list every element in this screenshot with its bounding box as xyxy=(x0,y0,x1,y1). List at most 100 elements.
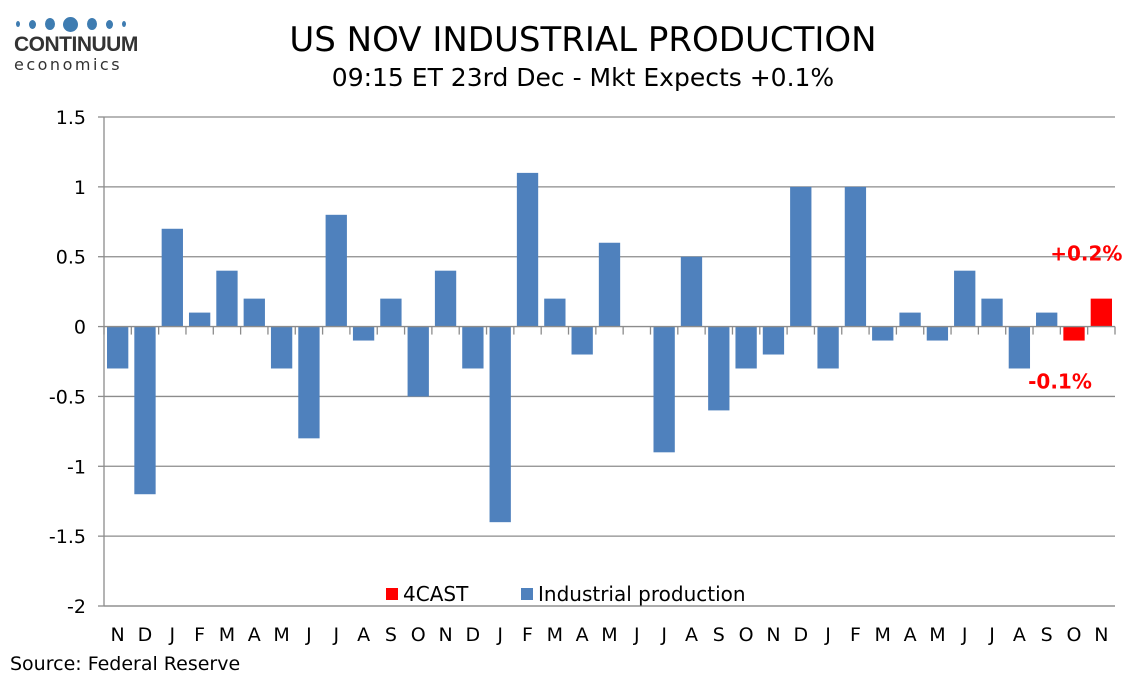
legend-label: Industrial production xyxy=(538,582,746,606)
logo-name: CONTINUUM xyxy=(14,33,138,56)
x-tick-label: M xyxy=(547,624,563,646)
industrial-production-bar xyxy=(489,326,511,523)
industrial-production-bar xyxy=(680,256,703,327)
industrial-production-bar xyxy=(954,270,976,327)
industrial-production-bar xyxy=(298,326,320,439)
x-tick-label: A xyxy=(357,624,370,646)
industrial-production-bar xyxy=(790,186,812,327)
data-label: -0.1% xyxy=(1028,370,1092,394)
x-tick-label: M xyxy=(875,624,891,646)
industrial-production-bar xyxy=(407,326,429,397)
x-tick-label: A xyxy=(685,624,698,646)
x-tick-label: J xyxy=(332,624,339,646)
x-tick-label: S xyxy=(713,624,725,646)
bars xyxy=(107,172,1112,523)
industrial-production-bar xyxy=(270,326,293,369)
industrial-production-bar xyxy=(107,326,129,369)
industrial-production-bar xyxy=(188,312,211,327)
industrial-production-bar xyxy=(981,298,1003,327)
chart-subtitle: 09:15 ET 23rd Dec - Mkt Expects +0.1% xyxy=(331,63,835,92)
industrial-production-bar xyxy=(216,270,238,327)
industrial-production-bar xyxy=(243,298,265,327)
y-tick-label: 1 xyxy=(74,177,86,199)
axes xyxy=(103,117,1116,607)
y-tick-label: -1 xyxy=(67,456,86,478)
gridlines xyxy=(98,116,1115,607)
industrial-production-bar xyxy=(598,242,621,327)
logo-dots-icon xyxy=(16,14,126,34)
industrial-production-bar xyxy=(844,186,867,327)
x-tick-label: S xyxy=(1041,624,1053,646)
y-tick-label: 0 xyxy=(74,317,86,339)
y-tick-label: -2 xyxy=(67,596,86,618)
industrial-production-bar xyxy=(762,326,785,355)
forecast-bar xyxy=(1063,326,1085,341)
industrial-production-bar xyxy=(161,228,183,327)
legend-swatch xyxy=(521,588,533,600)
x-tick-label: F xyxy=(850,624,861,646)
industrial-production-bar xyxy=(899,312,921,327)
y-tick-label: -0.5 xyxy=(49,386,86,408)
x-tick-label: N xyxy=(1094,624,1108,646)
x-tick-label: A xyxy=(576,624,589,646)
industrial-production-bar xyxy=(134,326,156,495)
x-tick-label: S xyxy=(385,624,397,646)
x-tick-label: M xyxy=(219,624,235,646)
chart-title: US NOV INDUSTRIAL PRODUCTION xyxy=(289,20,877,60)
x-tick-label: J xyxy=(496,624,503,646)
forecast-bar xyxy=(1090,298,1112,327)
y-tick-labels: 1.5 1 0.5 0 -0.5 -1 -1.5 -2 xyxy=(49,107,86,618)
x-tick-label: N xyxy=(438,624,452,646)
industrial-production-bar xyxy=(708,326,730,411)
x-tick-label: D xyxy=(466,624,481,646)
data-label: +0.2% xyxy=(1050,242,1122,266)
industrial-production-bar xyxy=(653,326,675,453)
legend-label: 4CAST xyxy=(403,582,469,606)
x-tick-label: F xyxy=(194,624,205,646)
x-tick-label: J xyxy=(824,624,831,646)
industrial-production-bar xyxy=(544,298,566,327)
x-tick-label: J xyxy=(169,624,176,646)
x-tick-label: N xyxy=(766,624,780,646)
legend: 4CAST Industrial production xyxy=(386,582,746,606)
y-tick-label: 1.5 xyxy=(56,107,86,129)
industrial-production-bar xyxy=(516,172,539,327)
industrial-production-bar xyxy=(352,326,375,341)
x-tick-label: O xyxy=(411,624,426,646)
continuum-logo: CONTINUUM economics xyxy=(14,14,138,74)
x-tick-label: D xyxy=(793,624,808,646)
industrial-production-bar xyxy=(926,326,949,341)
x-tick-label: J xyxy=(961,624,968,646)
x-tick-label: N xyxy=(111,624,125,646)
industrial-production-bar xyxy=(434,270,457,327)
x-tick-label: J xyxy=(633,624,640,646)
x-tick-label: A xyxy=(904,624,917,646)
industrial-production-bar xyxy=(380,298,402,327)
logo-sub: economics xyxy=(14,55,123,74)
x-tick-label: F xyxy=(522,624,533,646)
industrial-production-bar xyxy=(462,326,484,369)
x-tick-label: O xyxy=(1067,624,1082,646)
industrial-production-bar xyxy=(1036,312,1058,327)
annotations: +0.2% -0.1% xyxy=(1028,242,1122,394)
x-tick-label: A xyxy=(248,624,261,646)
x-tick-label: J xyxy=(988,624,995,646)
industrial-production-bar xyxy=(872,326,894,341)
x-tick-label: A xyxy=(1013,624,1026,646)
industrial-production-bar xyxy=(571,326,593,355)
y-tick-label: 0.5 xyxy=(56,247,86,269)
legend-swatch xyxy=(386,588,398,600)
y-tick-label: -1.5 xyxy=(49,526,86,548)
industrial-production-bar xyxy=(735,326,757,369)
industrial-production-bar xyxy=(1008,326,1031,369)
x-tick-label: J xyxy=(660,624,667,646)
x-tick-label: M xyxy=(601,624,617,646)
x-tick-label: J xyxy=(305,624,312,646)
source-note: Source: Federal Reserve xyxy=(10,653,241,675)
x-tick-label: M xyxy=(929,624,945,646)
x-tick-label: M xyxy=(273,624,289,646)
industrial-production-bar xyxy=(817,326,839,369)
